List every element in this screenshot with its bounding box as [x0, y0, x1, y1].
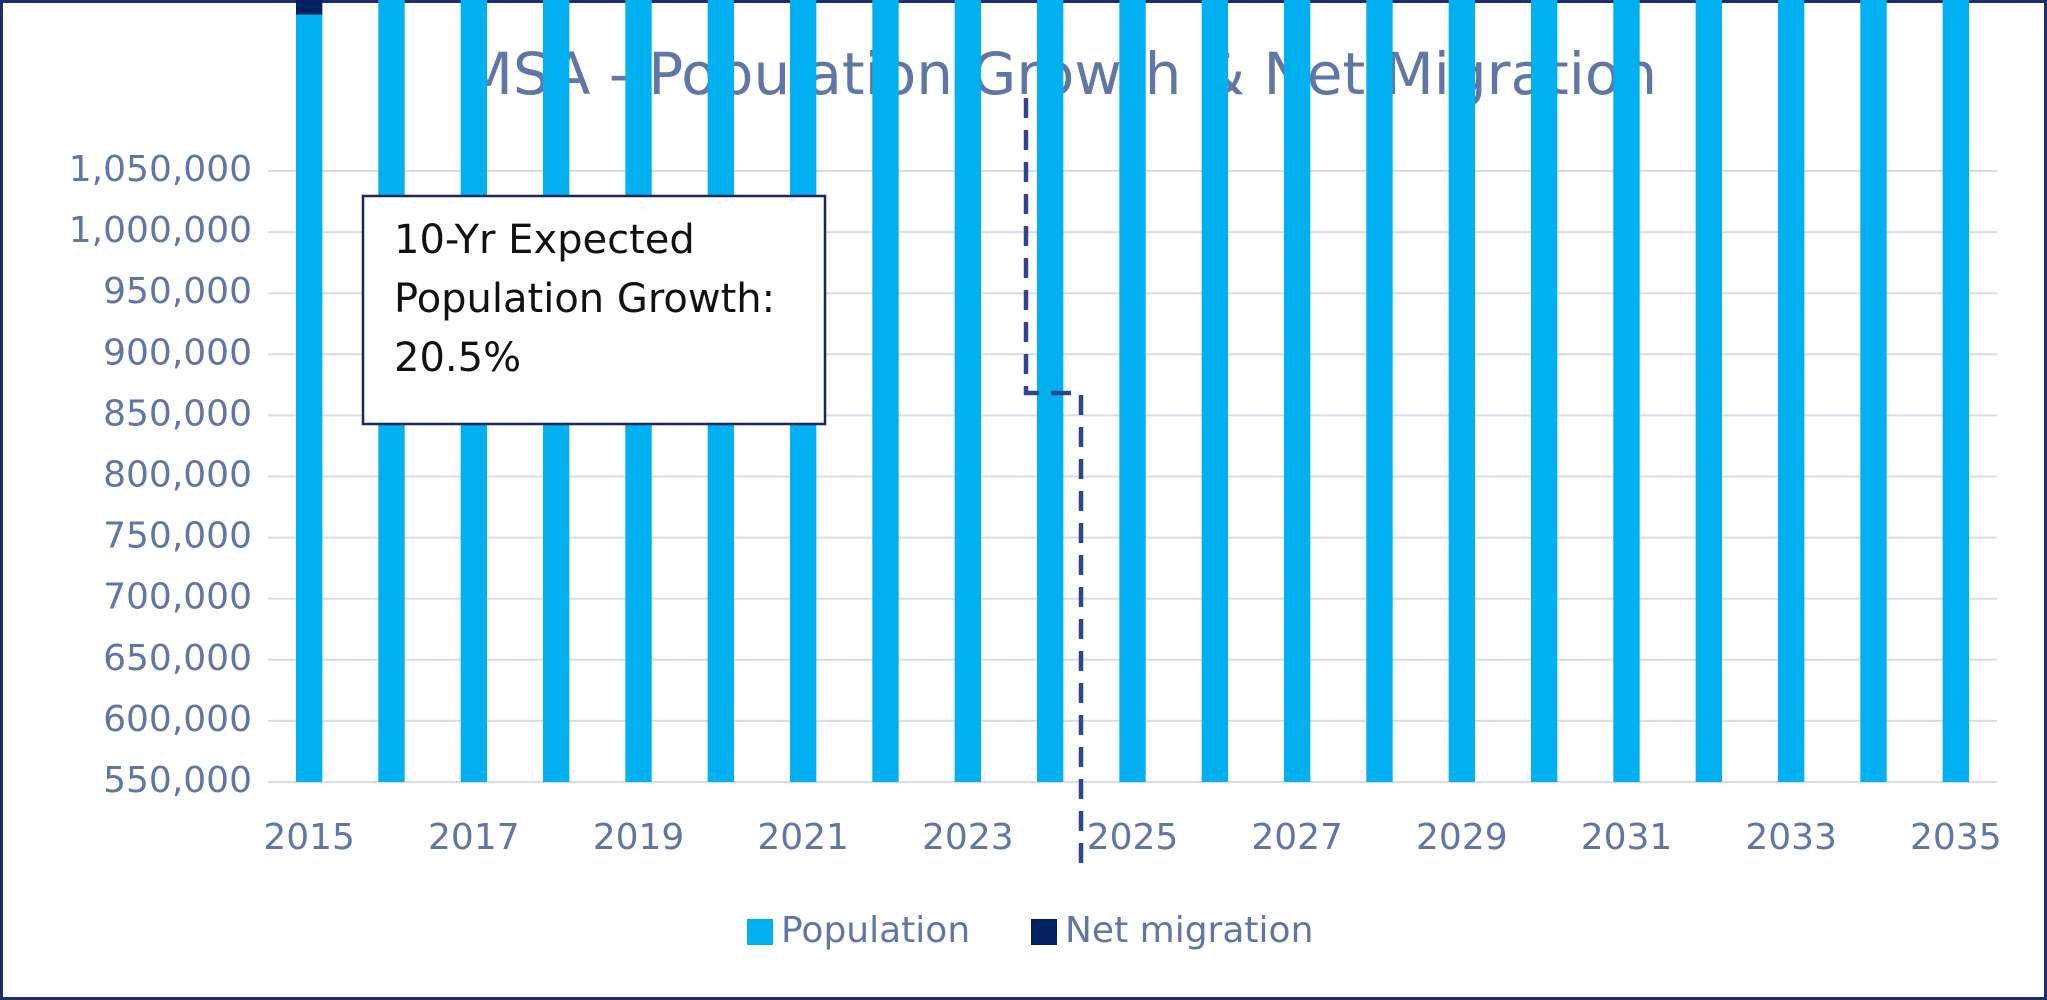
bar-segment [1530, 0, 1558, 782]
y-tick-label: 750,000 [103, 516, 252, 557]
x-tick-label: 2019 [593, 817, 685, 858]
y-tick-label: 800,000 [103, 455, 252, 496]
bar-segment [954, 0, 982, 782]
x-tick-label: 2031 [1581, 817, 1673, 858]
x-tick-label: 2029 [1416, 817, 1508, 858]
legend-label: Population [781, 910, 970, 951]
annotation-box [361, 194, 827, 426]
legend-swatch [1031, 919, 1057, 945]
y-tick-label: 550,000 [103, 760, 252, 801]
bar-segment [1860, 0, 1887, 782]
legend-swatch [747, 919, 773, 945]
bar-segment [872, 0, 899, 782]
bar-segment [1448, 0, 1476, 782]
x-tick-label: 2023 [922, 817, 1014, 858]
y-tick-label: 600,000 [103, 699, 252, 740]
bar-segment [1695, 0, 1723, 782]
x-tick-label: 2025 [1087, 817, 1179, 858]
bar-segment [1942, 0, 1970, 783]
y-tick-label: 900,000 [103, 332, 252, 373]
bar-segment [295, 0, 323, 15]
bar-segment [295, 14, 323, 783]
x-tick-label: 2021 [757, 817, 849, 858]
bar-segment [1283, 0, 1311, 782]
y-tick-label: 1,050,000 [69, 149, 252, 190]
bar-segment [1613, 0, 1640, 782]
y-tick-label: 850,000 [103, 393, 252, 434]
bar-segment [1201, 0, 1229, 782]
forecast-divider [1023, 98, 1084, 864]
x-tick-label: 2017 [428, 817, 520, 858]
y-tick-label: 1,000,000 [69, 210, 252, 251]
annotation-text: Population Growth: [394, 276, 775, 322]
x-tick-label: 2035 [1910, 817, 2002, 858]
annotation-text: 20.5% [394, 335, 521, 381]
bar-segment [1777, 0, 1805, 783]
x-tick-label: 2015 [263, 817, 355, 858]
annotation-text: 10-Yr Expected [394, 217, 695, 263]
y-tick-label: 700,000 [103, 577, 252, 618]
y-tick-label: 650,000 [103, 638, 252, 679]
legend-label: Net migration [1065, 910, 1313, 951]
bar-segment [1119, 0, 1146, 783]
bar-segment [1366, 0, 1393, 782]
x-tick-label: 2027 [1251, 817, 1343, 858]
y-tick-label: 950,000 [103, 271, 252, 312]
x-tick-label: 2033 [1745, 817, 1837, 858]
